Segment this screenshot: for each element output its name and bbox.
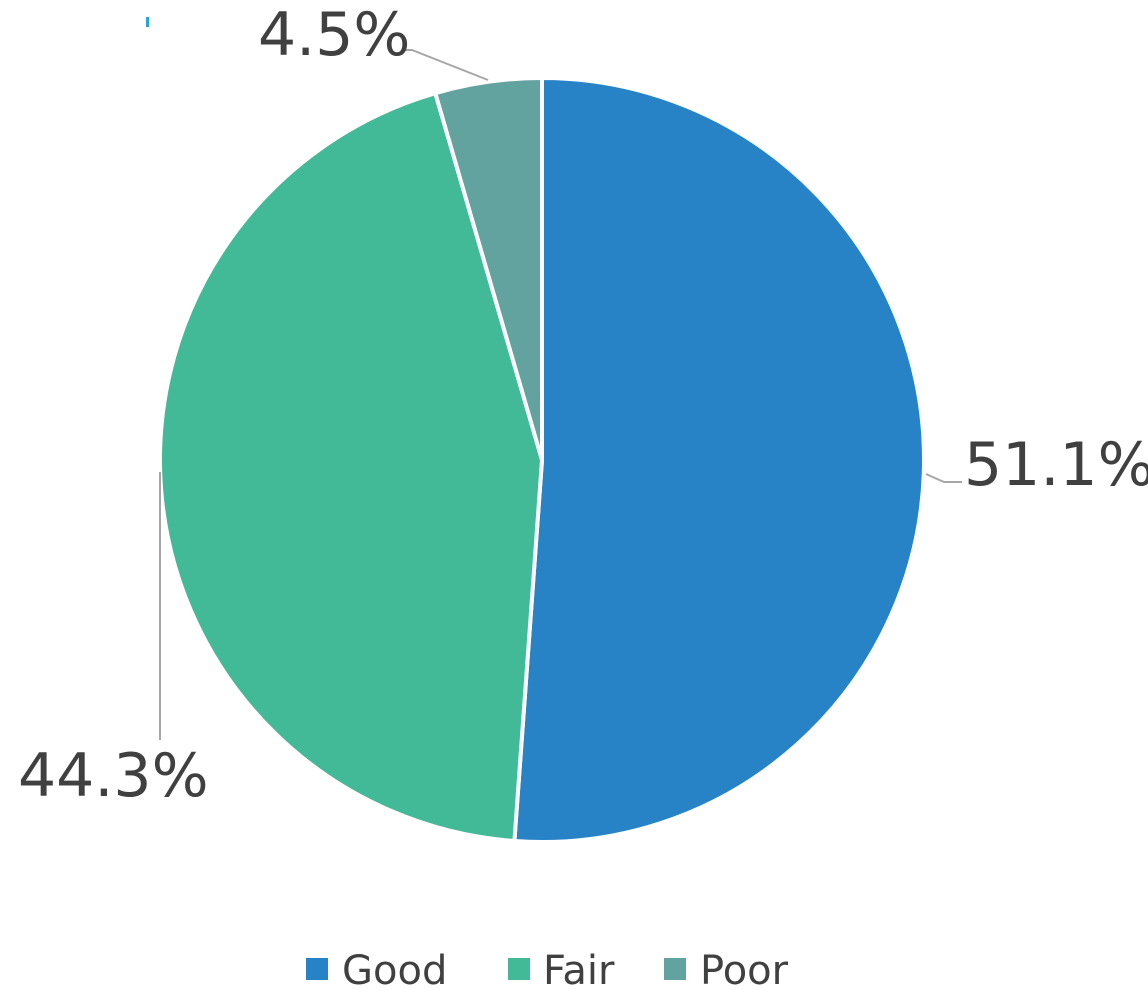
data-labels: 51.1% 44.3% 4.5% (18, 0, 1148, 811)
pie-slices (158, 75, 926, 844)
leader-lines (159, 49, 962, 740)
legend: Good Fair Poor (306, 948, 789, 990)
legend-swatch-good (306, 958, 328, 980)
legend-label-poor: Poor (700, 948, 789, 990)
pie-slice-fair (158, 90, 545, 844)
corner-marker (146, 17, 149, 27)
legend-label-good: Good (342, 948, 447, 990)
data-label-fair: 44.3% (18, 741, 209, 811)
data-label-good: 51.1% (964, 430, 1148, 500)
legend-swatch-poor (664, 958, 686, 980)
pie-slice-good (512, 75, 926, 844)
legend-label-fair: Fair (543, 948, 615, 990)
legend-swatch-fair (508, 958, 530, 980)
leader-line-poor (402, 49, 489, 81)
data-label-poor: 4.5% (258, 0, 410, 70)
leader-line-good (925, 473, 962, 483)
pie-slice-poor (432, 75, 544, 461)
